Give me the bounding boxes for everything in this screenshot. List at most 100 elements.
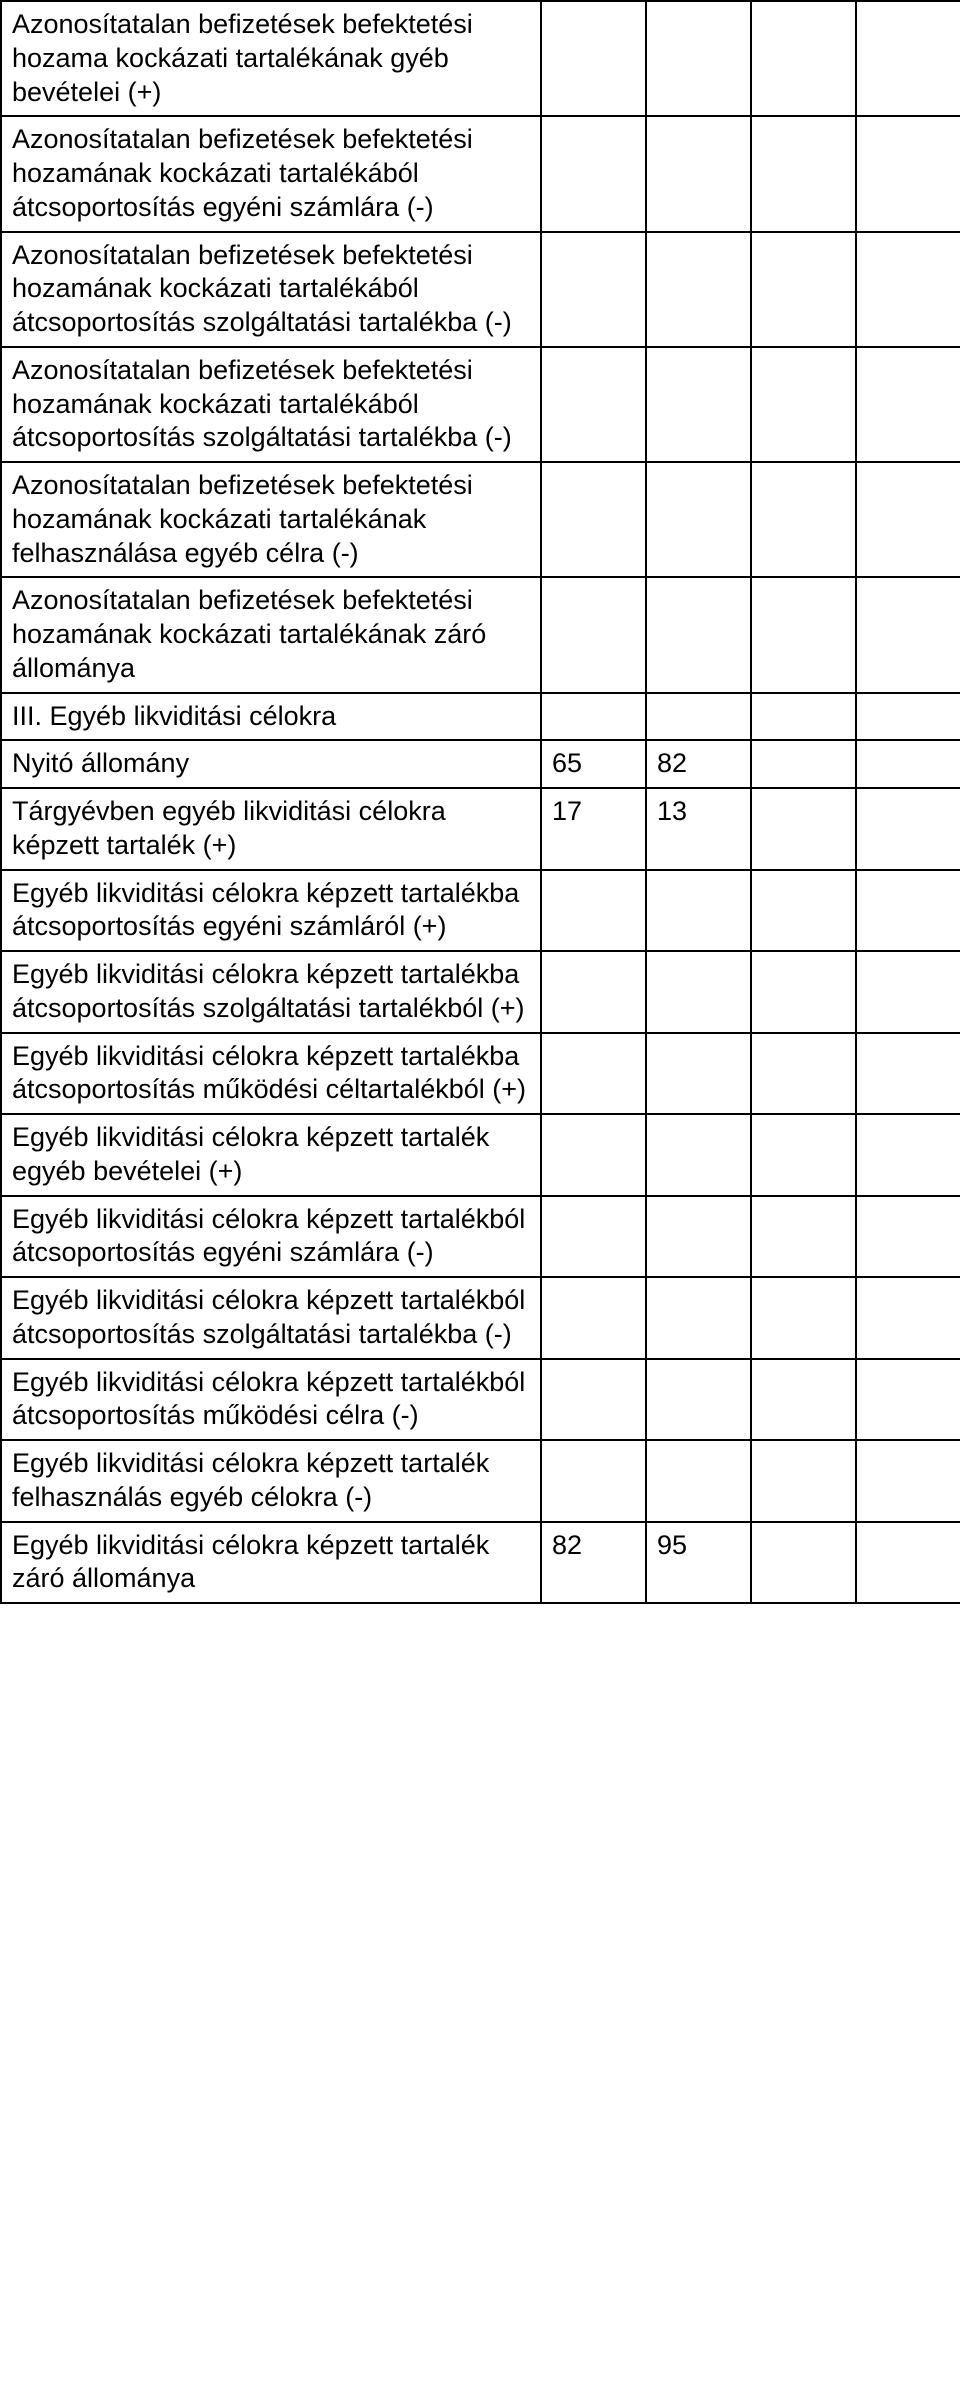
row-value-3: [751, 577, 856, 692]
table-row: Egyéb likviditási célokra képzett tartal…: [1, 1359, 960, 1441]
row-value-4: [856, 1440, 960, 1522]
reserve-table: Azonosítatalan befizetések befektetési h…: [0, 0, 960, 1604]
row-value-3: [751, 1196, 856, 1278]
row-value-1: 17: [541, 788, 646, 870]
row-value-2: [646, 1277, 751, 1359]
row-value-4: [856, 1196, 960, 1278]
row-value-4: [856, 347, 960, 462]
table-row: Egyéb likviditási célokra képzett tartal…: [1, 1440, 960, 1522]
row-value-3: [751, 116, 856, 231]
row-value-4: [856, 462, 960, 577]
row-label: Egyéb likviditási célokra képzett tartal…: [1, 1196, 541, 1278]
row-value-3: [751, 693, 856, 741]
row-label: III. Egyéb likviditási célokra: [1, 693, 541, 741]
row-value-4: [856, 951, 960, 1033]
row-label: Egyéb likviditási célokra képzett tartal…: [1, 870, 541, 952]
row-value-1: [541, 232, 646, 347]
row-value-1: [541, 1033, 646, 1115]
row-value-3: [751, 870, 856, 952]
row-value-2: [646, 347, 751, 462]
row-label: Tárgyévben egyéb likviditási célokra kép…: [1, 788, 541, 870]
table-row: Azonosítatalan befizetések befektetési h…: [1, 1, 960, 116]
row-value-1: [541, 1359, 646, 1441]
row-value-2: 95: [646, 1522, 751, 1604]
row-value-2: [646, 462, 751, 577]
row-value-3: [751, 347, 856, 462]
table-row: Egyéb likviditási célokra képzett tartal…: [1, 870, 960, 952]
row-label: Nyitó állomány: [1, 740, 541, 788]
table-row: Azonosítatalan befizetések befektetési h…: [1, 462, 960, 577]
row-value-1: [541, 1114, 646, 1196]
row-value-2: 82: [646, 740, 751, 788]
row-value-2: [646, 1359, 751, 1441]
row-value-4: [856, 116, 960, 231]
row-label: Egyéb likviditási célokra képzett tartal…: [1, 1522, 541, 1604]
row-value-1: [541, 1440, 646, 1522]
row-label: Egyéb likviditási célokra képzett tartal…: [1, 1114, 541, 1196]
row-value-3: [751, 1277, 856, 1359]
row-value-2: [646, 1440, 751, 1522]
row-value-4: [856, 577, 960, 692]
row-value-2: [646, 951, 751, 1033]
row-value-1: [541, 1196, 646, 1278]
row-label: Egyéb likviditási célokra képzett tartal…: [1, 1359, 541, 1441]
row-value-2: [646, 577, 751, 692]
row-value-1: 65: [541, 740, 646, 788]
row-value-4: [856, 1277, 960, 1359]
row-value-1: [541, 870, 646, 952]
row-label: Egyéb likviditási célokra képzett tartal…: [1, 1033, 541, 1115]
row-value-4: [856, 693, 960, 741]
row-value-3: [751, 1440, 856, 1522]
row-value-4: [856, 232, 960, 347]
row-value-4: [856, 1114, 960, 1196]
row-value-4: [856, 788, 960, 870]
row-value-1: [541, 1277, 646, 1359]
row-label: Azonosítatalan befizetések befektetési h…: [1, 347, 541, 462]
table-row: Azonosítatalan befizetések befektetési h…: [1, 116, 960, 231]
row-value-4: [856, 1033, 960, 1115]
row-value-1: [541, 347, 646, 462]
table-row: III. Egyéb likviditási célokra: [1, 693, 960, 741]
table-row: Tárgyévben egyéb likviditási célokra kép…: [1, 788, 960, 870]
row-label: Egyéb likviditási célokra képzett tartal…: [1, 1277, 541, 1359]
row-label: Egyéb likviditási célokra képzett tartal…: [1, 951, 541, 1033]
table-row: Azonosítatalan befizetések befektetési h…: [1, 347, 960, 462]
row-value-2: [646, 1114, 751, 1196]
row-value-3: [751, 1033, 856, 1115]
row-value-3: [751, 1359, 856, 1441]
row-value-1: [541, 116, 646, 231]
row-value-3: [751, 232, 856, 347]
row-value-4: [856, 740, 960, 788]
row-value-4: [856, 1, 960, 116]
row-value-1: [541, 577, 646, 692]
table-row: Egyéb likviditási célokra képzett tartal…: [1, 1114, 960, 1196]
row-value-2: [646, 693, 751, 741]
row-value-2: [646, 870, 751, 952]
table-row: Egyéb likviditási célokra képzett tartal…: [1, 1522, 960, 1604]
row-value-3: [751, 1522, 856, 1604]
row-value-1: 82: [541, 1522, 646, 1604]
row-label: Azonosítatalan befizetések befektetési h…: [1, 577, 541, 692]
table-row: Azonosítatalan befizetések befektetési h…: [1, 577, 960, 692]
row-label: Azonosítatalan befizetések befektetési h…: [1, 1, 541, 116]
table-row: Azonosítatalan befizetések befektetési h…: [1, 232, 960, 347]
row-label: Egyéb likviditási célokra képzett tartal…: [1, 1440, 541, 1522]
row-value-4: [856, 1522, 960, 1604]
row-value-1: [541, 1, 646, 116]
row-label: Azonosítatalan befizetések befektetési h…: [1, 232, 541, 347]
row-value-3: [751, 1, 856, 116]
row-value-2: [646, 116, 751, 231]
row-value-3: [751, 1114, 856, 1196]
table-body: Azonosítatalan befizetések befektetési h…: [1, 1, 960, 1603]
row-label: Azonosítatalan befizetések befektetési h…: [1, 116, 541, 231]
row-value-4: [856, 870, 960, 952]
row-value-3: [751, 951, 856, 1033]
row-value-1: [541, 693, 646, 741]
row-value-2: [646, 1196, 751, 1278]
row-value-3: [751, 462, 856, 577]
row-value-3: [751, 788, 856, 870]
table-row: Egyéb likviditási célokra képzett tartal…: [1, 951, 960, 1033]
table-row: Egyéb likviditási célokra képzett tartal…: [1, 1196, 960, 1278]
table-row: Nyitó állomány6582: [1, 740, 960, 788]
row-value-1: [541, 462, 646, 577]
